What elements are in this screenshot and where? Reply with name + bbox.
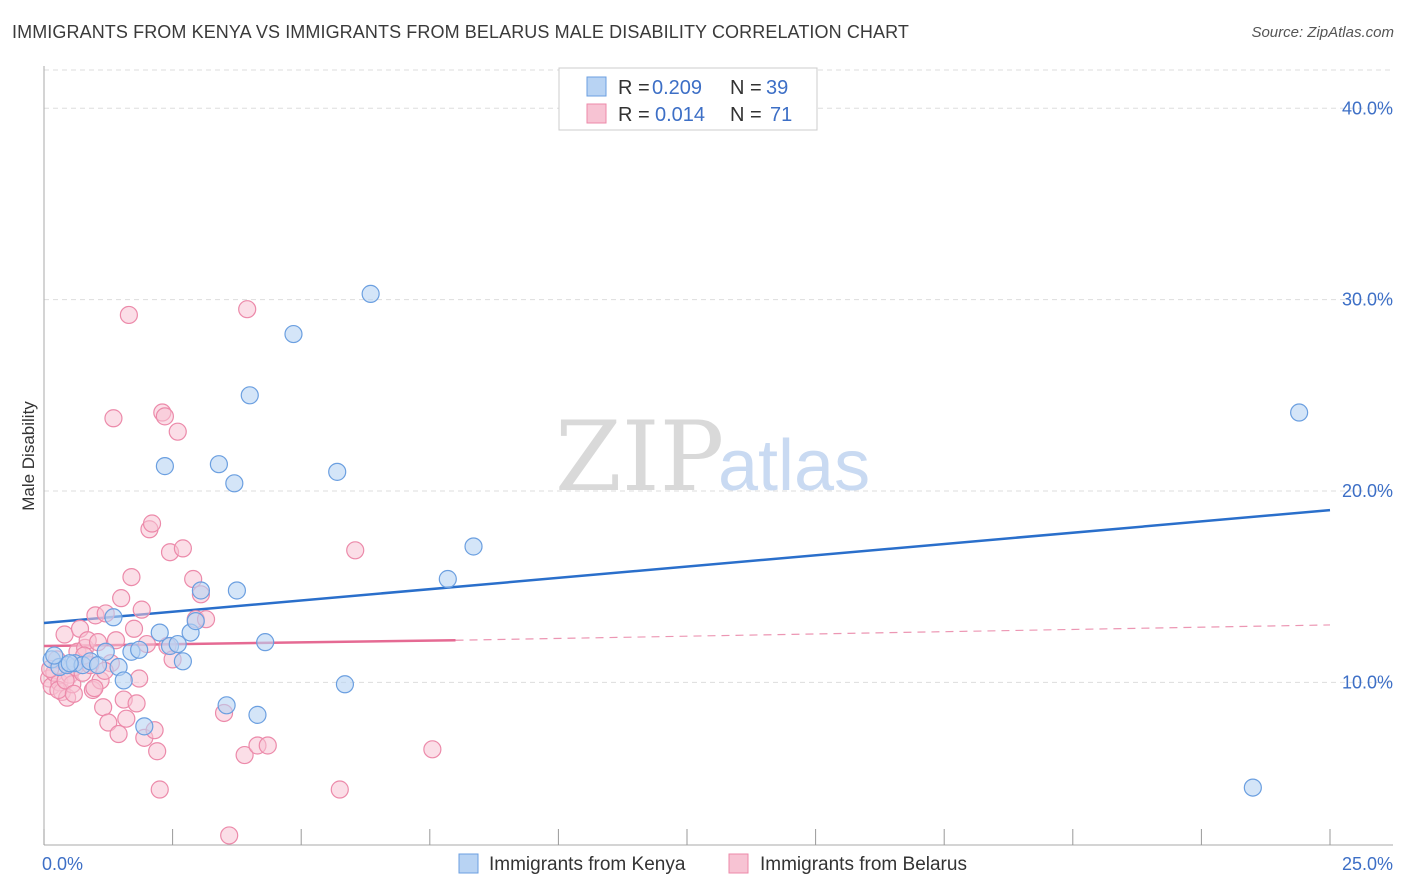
kenya-point	[240, 386, 259, 405]
kenya-point	[438, 569, 457, 589]
belarus-point	[132, 600, 151, 619]
kenya-point	[45, 646, 64, 665]
kenya-point	[114, 671, 133, 690]
belarus-point	[173, 539, 192, 558]
kenya-point	[104, 608, 123, 627]
belarus-point	[109, 724, 128, 744]
belarus-point	[150, 780, 169, 799]
kenya-point	[335, 675, 355, 694]
kenya-point	[88, 656, 108, 675]
kenya-point	[256, 633, 275, 652]
belarus-point	[117, 709, 136, 728]
kenya-point	[284, 324, 303, 344]
legend-belarus-n-label: N =	[730, 104, 762, 126]
kenya-point	[217, 696, 236, 715]
trend-layer	[43, 508, 1331, 648]
belarus-point	[104, 409, 123, 428]
belarus-point	[64, 684, 83, 703]
kenya-point	[227, 581, 246, 600]
watermark: ZIP atlas	[555, 401, 870, 513]
kenya-point	[173, 652, 192, 671]
belarus-point	[130, 669, 149, 688]
belarus-point	[423, 740, 442, 759]
belarus-point	[258, 736, 277, 755]
belarus-point	[330, 780, 349, 799]
kenya-point	[225, 474, 244, 493]
legend-bottom-belarus-swatch	[728, 853, 749, 874]
watermark-zip: ZIP	[555, 401, 724, 513]
kenya-point	[1243, 778, 1262, 797]
legend-kenya-n-value: 39	[766, 77, 788, 99]
legend-kenya-r-label: R =	[618, 77, 650, 99]
chart-title: IMMIGRANTS FROM KENYA VS IMMIGRANTS FROM…	[12, 22, 909, 42]
legend-belarus-r-label: R =	[618, 104, 650, 126]
belarus-point	[220, 826, 239, 845]
kenya-point	[191, 581, 210, 600]
belarus-point	[238, 300, 257, 319]
y-tick-label: 40.0%	[1342, 98, 1393, 118]
y-tick-label: 30.0%	[1342, 290, 1393, 310]
y-axis-title: Male Disability	[19, 401, 38, 511]
kenya-point	[209, 455, 228, 474]
legend-bottom-kenya-label: Immigrants from Kenya	[489, 854, 686, 875]
kenya-trend-line	[43, 508, 1331, 625]
belarus-point	[142, 514, 162, 533]
belarus-point	[155, 407, 174, 426]
kenya-point	[135, 717, 154, 736]
kenya-point	[248, 705, 267, 724]
belarus-point	[85, 678, 104, 698]
legend-kenya-n-label: N =	[730, 77, 762, 99]
belarus-point	[168, 422, 187, 441]
belarus-point	[94, 698, 113, 717]
kenya-point	[168, 634, 187, 654]
belarus-points	[40, 300, 442, 845]
y-tick-label: 10.0%	[1342, 672, 1393, 692]
grid-layer	[44, 69, 1393, 683]
legend-top: R = 0.209 N = 39 R = 0.014 N = 71	[558, 67, 818, 131]
legend-kenya-swatch	[586, 76, 607, 97]
belarus-point	[235, 745, 254, 765]
y-tick-label: 20.0%	[1342, 481, 1393, 501]
belarus-point	[122, 567, 141, 587]
x-tick-label-min: 0.0%	[42, 854, 83, 874]
watermark-atlas: atlas	[718, 426, 870, 506]
legend-kenya-r-value: 0.209	[652, 77, 702, 99]
legend-belarus-n-value: 71	[770, 104, 792, 126]
belarus-point	[55, 625, 74, 644]
kenya-point	[1290, 403, 1309, 422]
belarus-point	[112, 589, 131, 608]
belarus-point	[124, 619, 144, 638]
belarus-trend-line-dashed	[455, 624, 1331, 641]
belarus-point	[99, 713, 118, 732]
chart-source: Source: ZipAtlas.com	[1251, 24, 1394, 41]
kenya-point	[130, 640, 149, 659]
legend-belarus-r-value: 0.014	[655, 104, 705, 126]
belarus-point	[119, 305, 138, 325]
x-tick-label-max: 25.0%	[1342, 854, 1393, 874]
kenya-point	[186, 612, 205, 631]
kenya-point	[96, 642, 115, 661]
kenya-point	[328, 462, 347, 481]
kenya-point	[464, 537, 483, 556]
belarus-point	[148, 742, 167, 761]
legend-belarus-swatch	[586, 103, 607, 124]
kenya-point	[361, 284, 380, 303]
legend-bottom-belarus-label: Immigrants from Belarus	[760, 854, 967, 875]
kenya-point	[155, 457, 174, 476]
kenya-point	[150, 623, 169, 642]
belarus-point	[127, 694, 146, 713]
belarus-point	[106, 631, 126, 650]
kenya-point	[60, 654, 79, 673]
axis-layer: 10.0% 20.0% 30.0% 40.0%	[43, 66, 1393, 846]
belarus-point	[346, 541, 365, 560]
kenya-points	[42, 284, 1309, 797]
legend-bottom: Immigrants from Kenya Immigrants from Be…	[458, 853, 967, 875]
legend-bottom-kenya-swatch	[458, 853, 479, 874]
